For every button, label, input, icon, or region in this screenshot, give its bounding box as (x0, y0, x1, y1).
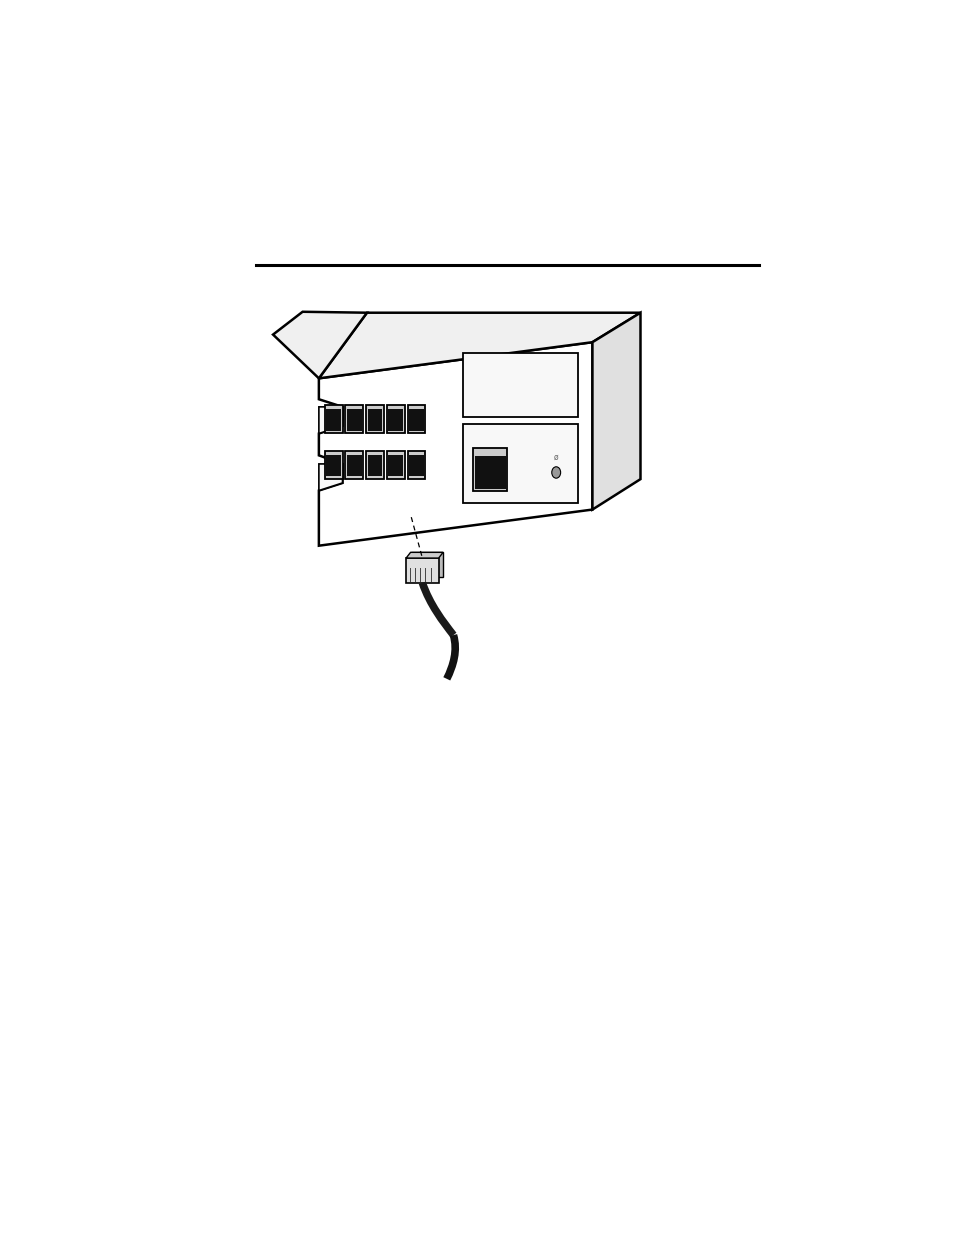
Polygon shape (318, 342, 592, 546)
Bar (407, 451, 425, 479)
Bar (388, 409, 403, 431)
Bar (473, 448, 507, 492)
Bar (462, 424, 577, 503)
Polygon shape (318, 464, 342, 490)
Polygon shape (273, 311, 367, 378)
Bar (409, 454, 423, 477)
Bar (407, 405, 425, 433)
Bar (475, 456, 505, 489)
Polygon shape (318, 312, 639, 378)
Bar (462, 353, 577, 417)
Bar (345, 451, 363, 479)
Bar (387, 451, 404, 479)
Bar (366, 405, 383, 433)
Bar (367, 409, 382, 431)
Bar (388, 454, 403, 477)
Circle shape (551, 467, 560, 478)
Polygon shape (592, 312, 639, 510)
Bar (326, 454, 341, 477)
Polygon shape (318, 406, 342, 433)
Bar (324, 451, 342, 479)
Bar (410, 552, 442, 577)
Bar (367, 454, 382, 477)
Bar (324, 405, 342, 433)
Bar (406, 558, 438, 583)
Bar (347, 454, 361, 477)
Polygon shape (406, 552, 442, 558)
Bar (366, 451, 383, 479)
Bar (387, 405, 404, 433)
Bar (326, 409, 341, 431)
Bar (347, 409, 361, 431)
Bar (409, 409, 423, 431)
Bar (345, 405, 363, 433)
Text: ø: ø (554, 453, 558, 462)
